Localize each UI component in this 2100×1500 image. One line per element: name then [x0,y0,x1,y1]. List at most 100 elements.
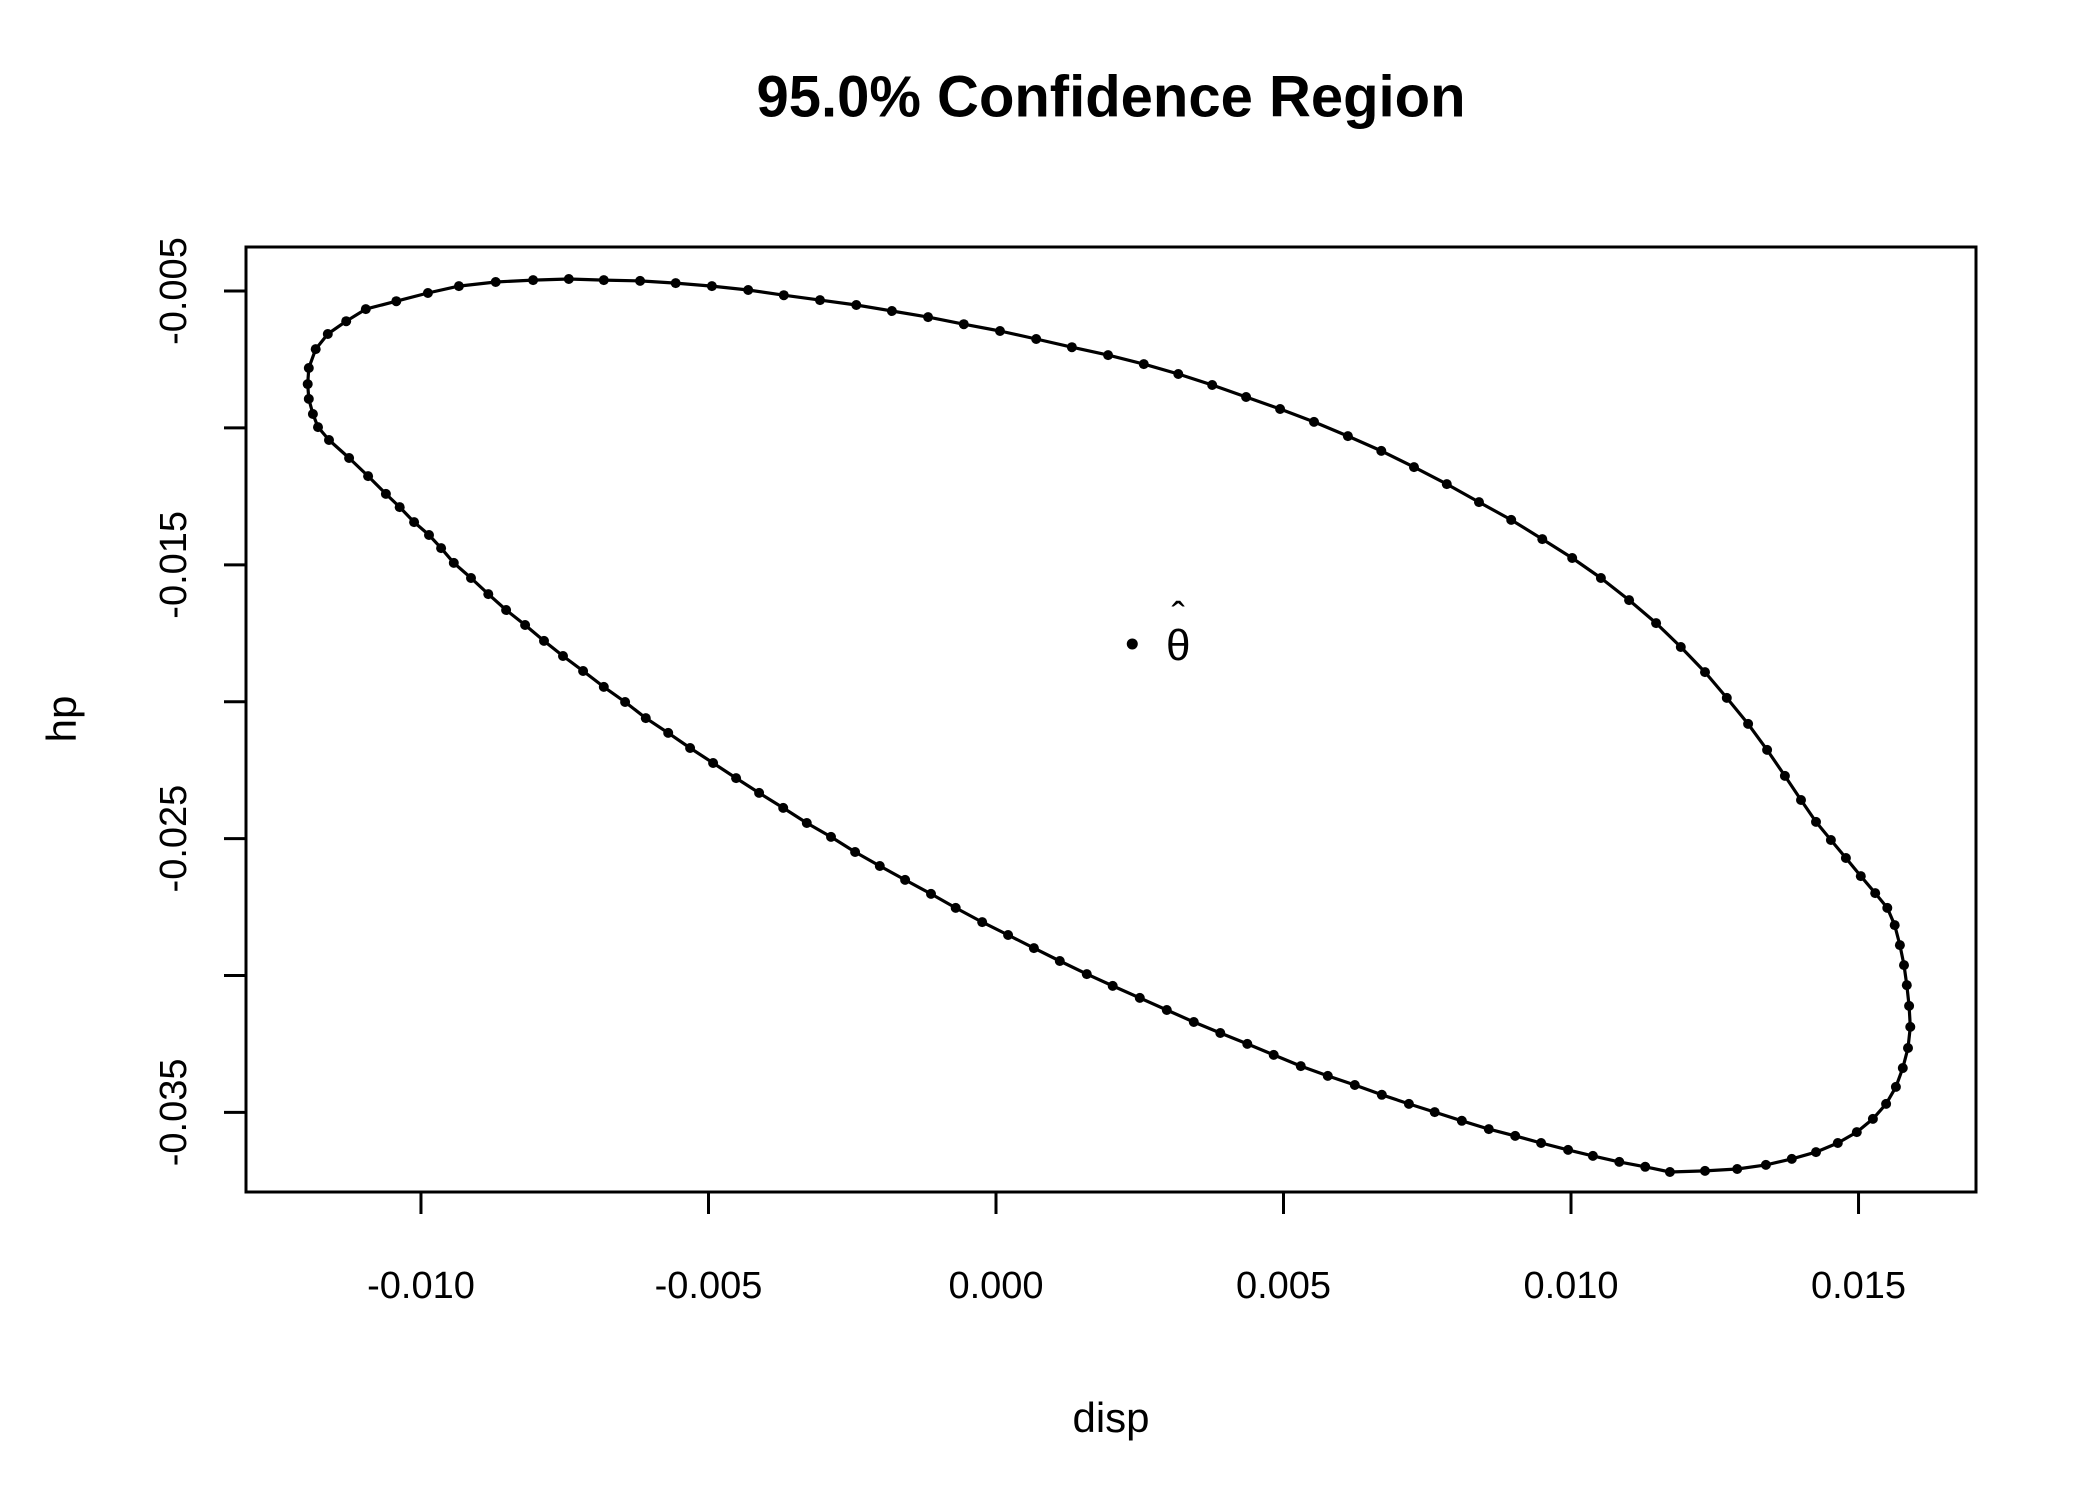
boundary-point [1483,1124,1494,1135]
boundary-point [391,296,402,307]
boundary-point [1107,980,1118,991]
boundary-point [926,888,936,899]
y-tick-label: -0.015 [153,511,195,619]
boundary-point [1840,853,1851,863]
boundary-point [1779,770,1790,781]
boundary-point [1700,667,1710,678]
boundary-point [1403,1098,1414,1109]
boundary-point [520,620,531,630]
boundary-point [1901,980,1912,991]
boundary-point [815,295,825,306]
boundary-point [322,329,333,339]
boundary-point [850,847,861,857]
y-tick-label: -0.025 [153,785,195,893]
x-tick-label: 0.015 [1811,1265,1906,1307]
boundary-point [670,278,681,289]
estimate-label: θ [1166,621,1190,670]
boundary-point [598,681,609,692]
boundary-point [1207,380,1218,390]
boundary-point [307,409,318,419]
boundary-point [303,393,314,404]
boundary-point [453,281,464,292]
boundary-point [958,319,969,330]
boundary-point [886,306,897,316]
boundary-point [923,312,934,323]
boundary-point [1429,1107,1440,1118]
boundary-point [778,290,789,301]
boundary-point [1409,462,1419,473]
boundary-point [394,502,405,513]
boundary-point [501,605,512,615]
boundary-point [1474,497,1484,508]
boundary-point [874,861,885,871]
boundary-point [1268,1049,1279,1060]
boundary-point [1897,1063,1908,1073]
boundary-point [754,787,765,798]
boundary-point [1295,1061,1306,1072]
plot-border [244,245,1978,1194]
boundary-point [1322,1070,1333,1081]
boundary-point [995,326,1005,336]
boundary-point [1188,1017,1199,1027]
boundary-point [778,802,789,813]
boundary-point [620,697,631,707]
estimate-point [1126,638,1138,650]
boundary-point [563,274,574,284]
boundary-point [466,573,476,583]
boundary-point [1851,1127,1862,1138]
boundary-point [539,635,549,646]
boundary-point [1563,1144,1574,1155]
boundary-point [1242,1038,1253,1049]
boundary-point [1376,445,1387,456]
boundary-point [635,275,646,286]
boundary-point [1899,960,1909,971]
boundary-point [341,316,352,327]
boundary-point [1890,1081,1901,1092]
boundary-point [685,743,696,753]
boundary-point [1796,795,1806,805]
boundary-point [1675,642,1686,652]
boundary-point [900,874,911,885]
boundary-point [1732,1164,1743,1174]
boundary-point [1664,1167,1675,1177]
boundary-point [1855,871,1866,882]
boundary-point [1811,1147,1821,1158]
boundary-point [1537,534,1548,545]
boundary-point [1173,369,1184,379]
boundary-point [1103,350,1114,361]
boundary-point [1595,573,1606,583]
boundary-point [528,275,539,286]
boundary-point [380,488,391,499]
boundary-point [1028,943,1039,954]
boundary-point [1536,1138,1547,1148]
boundary-point [344,453,355,463]
boundary-point [640,713,651,724]
boundary-point [1743,718,1754,729]
boundary-point [302,379,313,390]
boundary-point [1275,404,1286,414]
boundary-point [1510,1130,1521,1141]
boundary-point [1832,1138,1843,1148]
boundary-point [708,758,719,768]
boundary-point [1881,1098,1892,1109]
boundary-point [303,363,314,373]
boundary-point [1700,1165,1710,1176]
boundary-point [1567,553,1578,563]
boundary-point [422,288,433,298]
boundary-point [313,422,323,433]
boundary-point [743,285,754,295]
boundary-point [598,275,609,286]
boundary-point [1651,618,1662,629]
boundary-point [1867,1113,1878,1124]
boundary-point [950,902,961,913]
boundary-point [663,727,674,738]
x-tick-label: -0.005 [655,1265,763,1307]
boundary-point [1894,940,1905,951]
boundary-point [1342,431,1353,442]
estimate-label-hat: ˆ [1172,595,1185,639]
x-axis-title: disp [1072,1394,1150,1441]
boundary-point [1456,1115,1467,1126]
boundary-point [1786,1153,1797,1164]
boundary-point [1614,1156,1625,1167]
